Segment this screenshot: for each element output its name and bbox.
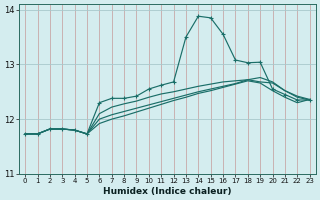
X-axis label: Humidex (Indice chaleur): Humidex (Indice chaleur) (103, 187, 232, 196)
